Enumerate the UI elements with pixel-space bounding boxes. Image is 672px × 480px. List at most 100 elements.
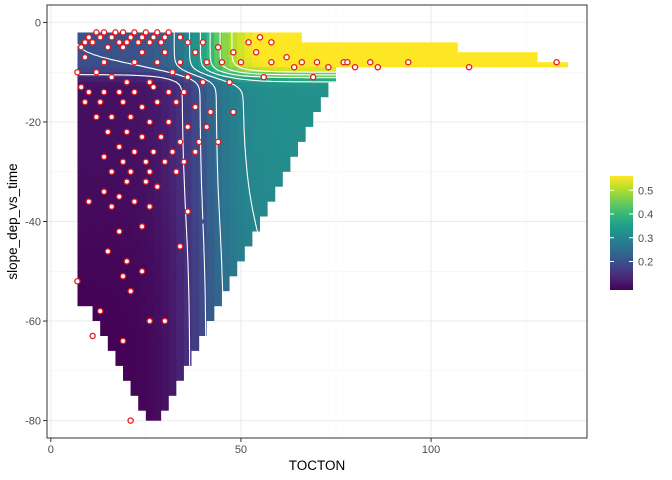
heatmap-cell <box>221 261 230 267</box>
heatmap-cell <box>206 216 215 222</box>
heatmap-cell <box>153 400 162 407</box>
heatmap-cell <box>465 57 474 63</box>
heatmap-cell <box>229 67 238 73</box>
heatmap-cell <box>130 231 139 237</box>
heatmap-cell <box>92 156 101 163</box>
heatmap-cell <box>153 266 162 272</box>
heatmap-cell <box>161 380 170 387</box>
heatmap-cell <box>244 151 253 158</box>
heatmap-cell <box>77 261 86 267</box>
heatmap-cell <box>237 201 246 207</box>
heatmap-cell <box>183 97 192 103</box>
heatmap-cell <box>145 410 154 417</box>
heatmap-cell <box>168 286 177 292</box>
heatmap-cell <box>85 236 94 242</box>
heatmap-cell <box>138 375 147 382</box>
heatmap-cell <box>138 72 147 78</box>
heatmap-cell <box>85 77 94 83</box>
heatmap-cell <box>130 131 139 138</box>
heatmap-cell <box>176 335 185 342</box>
heatmap-cell <box>221 131 230 138</box>
heatmap-cell <box>130 107 139 113</box>
heatmap-cell <box>252 156 261 163</box>
heatmap-cell <box>138 301 147 307</box>
heatmap-cell <box>115 221 124 227</box>
heatmap-cell <box>130 236 139 242</box>
heatmap-cell <box>130 296 139 302</box>
heatmap-cell <box>176 82 185 88</box>
heatmap-cell <box>267 161 276 168</box>
heatmap-cell <box>92 126 101 133</box>
heatmap-cell <box>92 37 101 43</box>
heatmap-cell <box>123 57 132 63</box>
heatmap-cell <box>161 136 170 143</box>
heatmap-cell <box>221 251 230 257</box>
heatmap-cell <box>191 216 200 222</box>
heatmap-cell <box>183 316 192 322</box>
heatmap-cell <box>145 181 154 188</box>
heatmap-cell <box>92 281 101 287</box>
heatmap-cell <box>267 121 276 128</box>
heatmap-cell <box>381 52 390 58</box>
heatmap-cell <box>221 241 230 247</box>
heatmap-cell <box>176 151 185 158</box>
heatmap-cell <box>145 146 154 153</box>
heatmap-cell <box>161 360 170 367</box>
heatmap-cell <box>77 37 86 43</box>
heatmap-cell <box>176 206 185 212</box>
heatmap-cell <box>252 186 261 193</box>
heatmap-cell <box>183 340 192 347</box>
heatmap-cell <box>77 156 86 163</box>
heatmap-cell <box>267 77 276 83</box>
heatmap-cell <box>183 32 192 38</box>
heatmap-cell <box>176 330 185 337</box>
heatmap-cell <box>176 221 185 227</box>
heatmap-cell <box>221 206 230 212</box>
heatmap-cell <box>214 32 223 38</box>
heatmap-cell <box>168 77 177 83</box>
heatmap-cell <box>85 296 94 302</box>
heatmap-cell <box>252 37 261 43</box>
heatmap-cell <box>183 226 192 232</box>
heatmap-cell <box>320 67 329 73</box>
heatmap-cell <box>77 171 86 178</box>
heatmap-cell <box>389 52 398 58</box>
heatmap-cell <box>244 126 253 133</box>
heatmap-cell <box>138 360 147 367</box>
heatmap-cell <box>206 161 215 168</box>
heatmap-cell <box>221 52 230 58</box>
heatmap-cell <box>488 57 497 63</box>
heatmap-cell <box>77 92 86 98</box>
heatmap-cell <box>267 146 276 153</box>
heatmap-cell <box>206 77 215 83</box>
heatmap-cell <box>176 191 185 198</box>
heatmap-cell <box>313 97 322 103</box>
heatmap-cell <box>221 151 230 158</box>
heatmap-cell <box>199 166 208 173</box>
heatmap-cell <box>145 32 154 38</box>
heatmap-cell <box>214 116 223 123</box>
heatmap-cell <box>199 330 208 337</box>
heatmap-cell <box>358 62 367 68</box>
heatmap-cell <box>206 286 215 292</box>
heatmap-cell <box>412 47 421 53</box>
heatmap-cell <box>282 161 291 168</box>
heatmap-cell <box>107 102 116 108</box>
heatmap-cell <box>267 136 276 143</box>
heatmap-cell <box>297 121 306 128</box>
heatmap-cell <box>153 335 162 342</box>
heatmap-cell <box>130 246 139 252</box>
heatmap-cell <box>92 246 101 252</box>
heatmap-cell <box>389 62 398 68</box>
heatmap-cell <box>191 176 200 183</box>
heatmap-cell <box>107 330 116 337</box>
heatmap-cell <box>434 42 443 48</box>
heatmap-cell <box>161 276 170 282</box>
heatmap-cell <box>138 246 147 252</box>
heatmap-cell <box>145 72 154 78</box>
heatmap-cell <box>145 67 154 73</box>
heatmap-cell <box>183 216 192 222</box>
heatmap-cell <box>123 206 132 212</box>
heatmap-cell <box>237 77 246 83</box>
heatmap-cell <box>130 291 139 297</box>
